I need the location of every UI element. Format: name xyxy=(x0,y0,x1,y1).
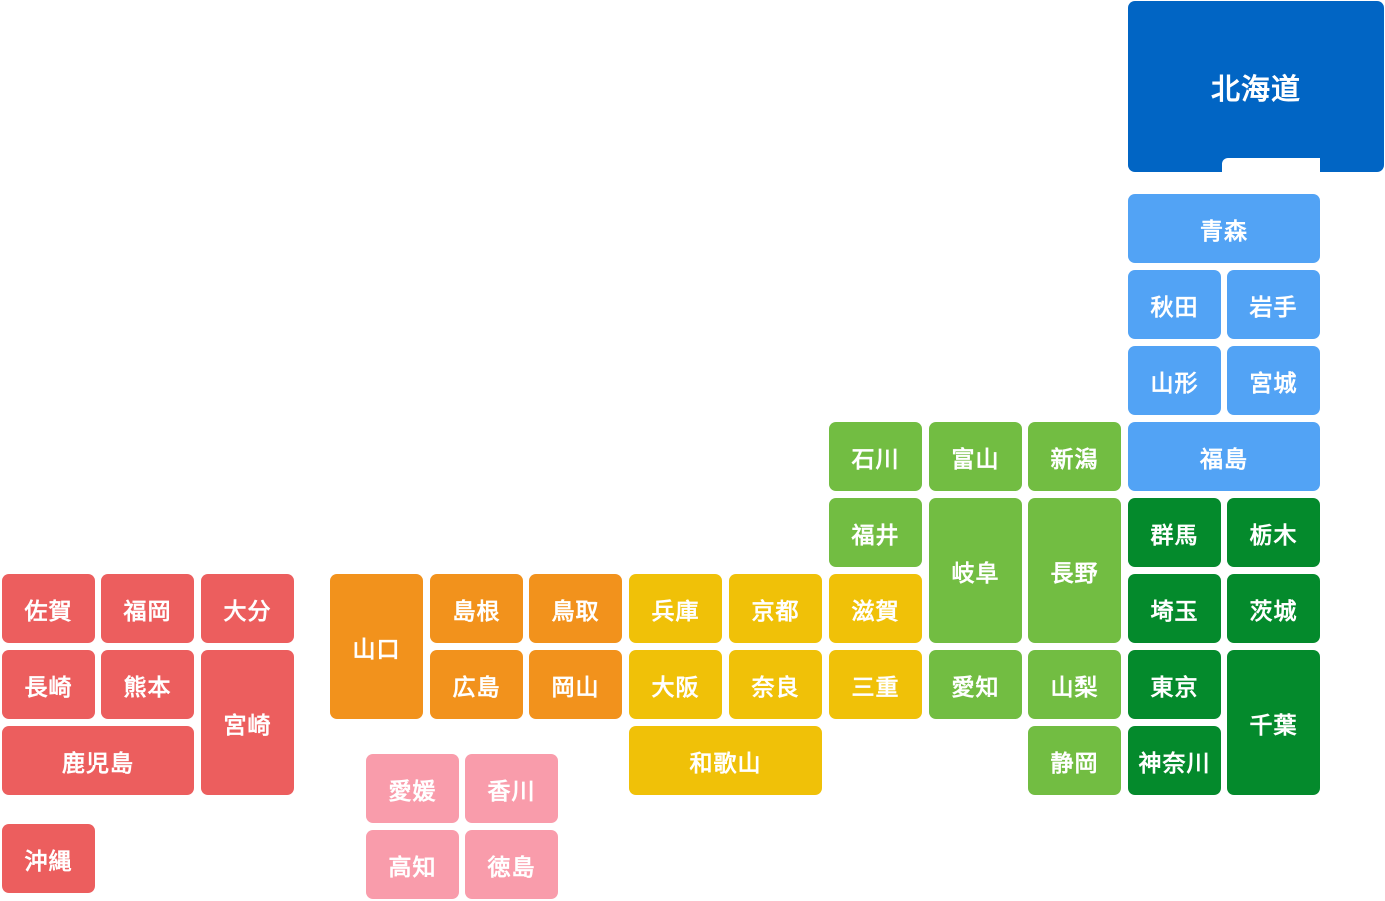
prefecture-label: 東京 xyxy=(1150,674,1199,701)
prefecture-akita[interactable]: 秋田 xyxy=(1128,270,1221,339)
prefecture-label: 石川 xyxy=(851,446,900,473)
prefecture-iwate[interactable]: 岩手 xyxy=(1227,270,1320,339)
prefecture-label: 宮城 xyxy=(1249,370,1298,397)
prefecture-aomori[interactable]: 青森 xyxy=(1128,194,1320,263)
prefecture-label: 香川 xyxy=(487,778,536,805)
prefecture-shizuoka[interactable]: 静岡 xyxy=(1028,726,1121,795)
prefecture-fukui[interactable]: 福井 xyxy=(829,498,922,567)
prefecture-label: 岩手 xyxy=(1249,294,1298,321)
prefecture-label: 長崎 xyxy=(24,674,73,701)
prefecture-tokushima[interactable]: 徳島 xyxy=(465,830,558,899)
prefecture-label: 長野 xyxy=(1050,560,1099,587)
prefecture-label: 山口 xyxy=(352,636,401,663)
prefecture-gunma[interactable]: 群馬 xyxy=(1128,498,1221,567)
prefecture-label: 大阪 xyxy=(651,674,700,701)
prefecture-nagasaki[interactable]: 長崎 xyxy=(2,650,95,719)
prefecture-ibaraki[interactable]: 茨城 xyxy=(1227,574,1320,643)
prefecture-label: 愛媛 xyxy=(388,778,437,805)
prefecture-label: 福島 xyxy=(1200,446,1248,473)
prefecture-label: 島根 xyxy=(452,598,501,625)
prefecture-label: 福岡 xyxy=(123,598,172,625)
prefecture-okinawa[interactable]: 沖縄 xyxy=(2,824,95,893)
prefecture-kagawa[interactable]: 香川 xyxy=(465,754,558,823)
prefecture-kagoshima[interactable]: 鹿児島 xyxy=(2,726,194,795)
prefecture-aichi[interactable]: 愛知 xyxy=(929,650,1022,719)
prefecture-label: 鹿児島 xyxy=(62,750,134,777)
prefecture-label: 京都 xyxy=(751,598,800,625)
prefecture-miyazaki[interactable]: 宮崎 xyxy=(201,650,294,795)
prefecture-label: 茨城 xyxy=(1249,598,1298,625)
prefecture-mie[interactable]: 三重 xyxy=(829,650,922,719)
hokkaido-notch xyxy=(1222,158,1320,176)
prefecture-tochigi[interactable]: 栃木 xyxy=(1227,498,1320,567)
prefecture-label: 奈良 xyxy=(751,674,800,701)
prefecture-toyama[interactable]: 富山 xyxy=(929,422,1022,491)
prefecture-niigata[interactable]: 新潟 xyxy=(1028,422,1121,491)
prefecture-label: 青森 xyxy=(1200,218,1248,245)
prefecture-label: 栃木 xyxy=(1249,522,1298,549)
prefecture-saitama[interactable]: 埼玉 xyxy=(1128,574,1221,643)
prefecture-label: 沖縄 xyxy=(24,848,73,875)
prefecture-label: 埼玉 xyxy=(1150,598,1199,625)
prefecture-label: 宮崎 xyxy=(223,712,272,739)
prefecture-label: 佐賀 xyxy=(24,598,73,625)
prefecture-label: 三重 xyxy=(851,674,900,701)
prefecture-label: 岐阜 xyxy=(951,560,1000,587)
prefecture-label: 山梨 xyxy=(1050,674,1099,701)
prefecture-label: 神奈川 xyxy=(1138,750,1211,777)
prefecture-label: 和歌山 xyxy=(689,750,762,777)
prefecture-label: 兵庫 xyxy=(651,598,700,625)
prefecture-label: 新潟 xyxy=(1050,446,1099,473)
prefecture-label: 山形 xyxy=(1150,370,1199,397)
prefecture-label: 鳥取 xyxy=(551,598,600,625)
prefecture-wakayama[interactable]: 和歌山 xyxy=(629,726,822,795)
prefecture-hyogo[interactable]: 兵庫 xyxy=(629,574,722,643)
prefecture-tokyo[interactable]: 東京 xyxy=(1128,650,1221,719)
prefecture-chiba[interactable]: 千葉 xyxy=(1227,650,1320,795)
prefecture-okayama[interactable]: 岡山 xyxy=(529,650,622,719)
prefecture-kyoto[interactable]: 京都 xyxy=(729,574,822,643)
prefecture-tottori[interactable]: 鳥取 xyxy=(529,574,622,643)
prefecture-ishikawa[interactable]: 石川 xyxy=(829,422,922,491)
prefecture-label: 福井 xyxy=(851,522,900,549)
prefecture-label: 千葉 xyxy=(1249,712,1298,739)
prefecture-label: 愛知 xyxy=(951,674,1000,701)
prefecture-label: 大分 xyxy=(223,598,272,625)
prefecture-gifu[interactable]: 岐阜 xyxy=(929,498,1022,643)
prefecture-shimane[interactable]: 島根 xyxy=(430,574,523,643)
prefecture-miyagi[interactable]: 宮城 xyxy=(1227,346,1320,415)
prefecture-yamanashi[interactable]: 山梨 xyxy=(1028,650,1121,719)
prefecture-kochi[interactable]: 高知 xyxy=(366,830,459,899)
prefecture-hokkaido[interactable]: 北海道 xyxy=(1128,1,1384,172)
prefecture-fukuoka[interactable]: 福岡 xyxy=(101,574,194,643)
prefecture-saga[interactable]: 佐賀 xyxy=(2,574,95,643)
prefecture-shiga[interactable]: 滋賀 xyxy=(829,574,922,643)
prefecture-label: 滋賀 xyxy=(851,598,900,625)
prefecture-yamaguchi[interactable]: 山口 xyxy=(330,574,423,719)
prefecture-ehime[interactable]: 愛媛 xyxy=(366,754,459,823)
prefecture-label: 岡山 xyxy=(551,674,600,701)
prefecture-label: 富山 xyxy=(951,446,1000,473)
prefecture-label: 徳島 xyxy=(487,854,536,881)
prefecture-nagano[interactable]: 長野 xyxy=(1028,498,1121,643)
prefecture-label: 群馬 xyxy=(1150,522,1199,549)
prefecture-label: 熊本 xyxy=(123,674,172,701)
prefecture-label: 広島 xyxy=(452,674,501,701)
prefecture-hiroshima[interactable]: 広島 xyxy=(430,650,523,719)
prefecture-kanagawa[interactable]: 神奈川 xyxy=(1128,726,1221,795)
prefecture-kumamoto[interactable]: 熊本 xyxy=(101,650,194,719)
prefecture-oita[interactable]: 大分 xyxy=(201,574,294,643)
prefecture-osaka[interactable]: 大阪 xyxy=(629,650,722,719)
prefecture-yamagata[interactable]: 山形 xyxy=(1128,346,1221,415)
prefecture-label: 高知 xyxy=(388,854,437,881)
prefecture-label: 秋田 xyxy=(1150,294,1199,321)
prefecture-label: 北海道 xyxy=(1210,71,1301,106)
prefecture-label: 静岡 xyxy=(1050,750,1099,777)
prefecture-nara[interactable]: 奈良 xyxy=(729,650,822,719)
prefecture-fukushima[interactable]: 福島 xyxy=(1128,422,1320,491)
